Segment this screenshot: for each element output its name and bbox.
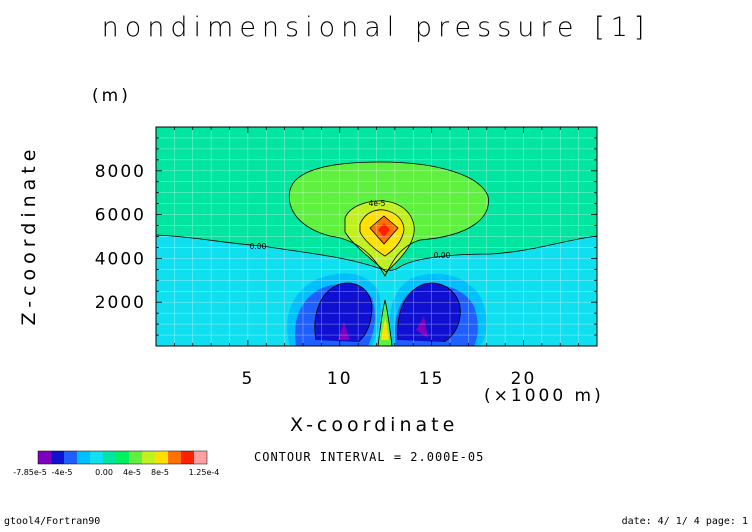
region-bottom-positive-inner <box>381 318 389 340</box>
colorbar-label: 0.00 <box>95 468 113 477</box>
y-tick-label: 6000 <box>95 206 146 226</box>
colorbar-swatch <box>51 451 64 464</box>
region-positive-core <box>378 223 390 237</box>
colorbar-swatch <box>90 451 103 464</box>
colorbar-swatch <box>168 451 181 464</box>
footer-date-page: date: 4/ 1/ 4 page: 1 <box>621 516 748 527</box>
y-axis-unit: (m) <box>92 86 131 106</box>
region-neg-left-core <box>338 322 350 340</box>
contour-label-2: 0.00 <box>434 251 451 260</box>
contour-lines <box>156 161 597 346</box>
colorbar-swatch <box>103 451 116 464</box>
contour-label-0: 4e-5 <box>369 199 386 208</box>
colorbar-swatch <box>38 451 51 464</box>
contour-interval-note: CONTOUR INTERVAL = 2.000E-05 <box>254 450 485 464</box>
contour-positive-1 <box>288 161 489 277</box>
chart-title: nondimensional pressure [1] <box>101 12 651 43</box>
colorbar-swatch <box>142 451 155 464</box>
colorbar-label: -4e-5 <box>52 468 73 477</box>
grid <box>156 127 597 346</box>
colorbar-swatch <box>64 451 77 464</box>
x-axis-unit: (×1000 m) <box>484 386 604 406</box>
colorbar: -7.85e-5 -4e-5 0.00 4e-5 8e-5 1.25e-4 <box>13 450 220 477</box>
contour-neg-right <box>397 282 461 343</box>
footer-software: gtool4/Fortran90 <box>4 516 101 527</box>
contour-positive-2 <box>344 200 415 273</box>
y-tick-label: 4000 <box>95 249 146 269</box>
x-tick-label: 10 <box>327 369 353 389</box>
region-neg-right-core <box>416 316 428 338</box>
x-tick-label: 20 <box>511 369 537 389</box>
x-axis-label: X-coordinate <box>290 414 459 436</box>
colorbar-swatch <box>129 451 142 464</box>
colorbar-swatch <box>155 451 168 464</box>
x-ticks: 5 10 15 20 <box>155 127 598 389</box>
contour-positive-3 <box>359 209 405 257</box>
y-tick-label: 2000 <box>95 293 146 313</box>
colorbar-frame <box>37 450 208 465</box>
x-tick-label: 5 <box>241 369 254 389</box>
contour-neg-left <box>314 282 373 343</box>
colorbar-swatch <box>194 451 207 464</box>
region-neg-left-inner <box>314 283 372 342</box>
colorbar-label: 4e-5 <box>123 468 141 477</box>
contour-bottom <box>377 299 393 346</box>
colorbar-label: -7.85e-5 <box>13 468 47 477</box>
y-ticks: 2000 4000 6000 8000 <box>95 137 597 336</box>
colorbar-swatch <box>77 451 90 464</box>
contour-positive-4 <box>369 215 399 245</box>
colorbar-label: 1.25e-4 <box>189 468 220 477</box>
colorbar-label: 8e-5 <box>151 468 169 477</box>
y-tick-label: 8000 <box>95 162 146 182</box>
contour-label-1: 0.00 <box>250 242 267 251</box>
contour-zero <box>156 234 597 271</box>
x-tick-label: 15 <box>419 369 445 389</box>
colorbar-swatch <box>181 451 194 464</box>
colorbar-swatch <box>116 451 129 464</box>
